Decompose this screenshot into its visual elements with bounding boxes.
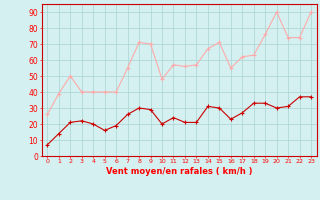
X-axis label: Vent moyen/en rafales ( km/h ): Vent moyen/en rafales ( km/h ) — [106, 167, 252, 176]
